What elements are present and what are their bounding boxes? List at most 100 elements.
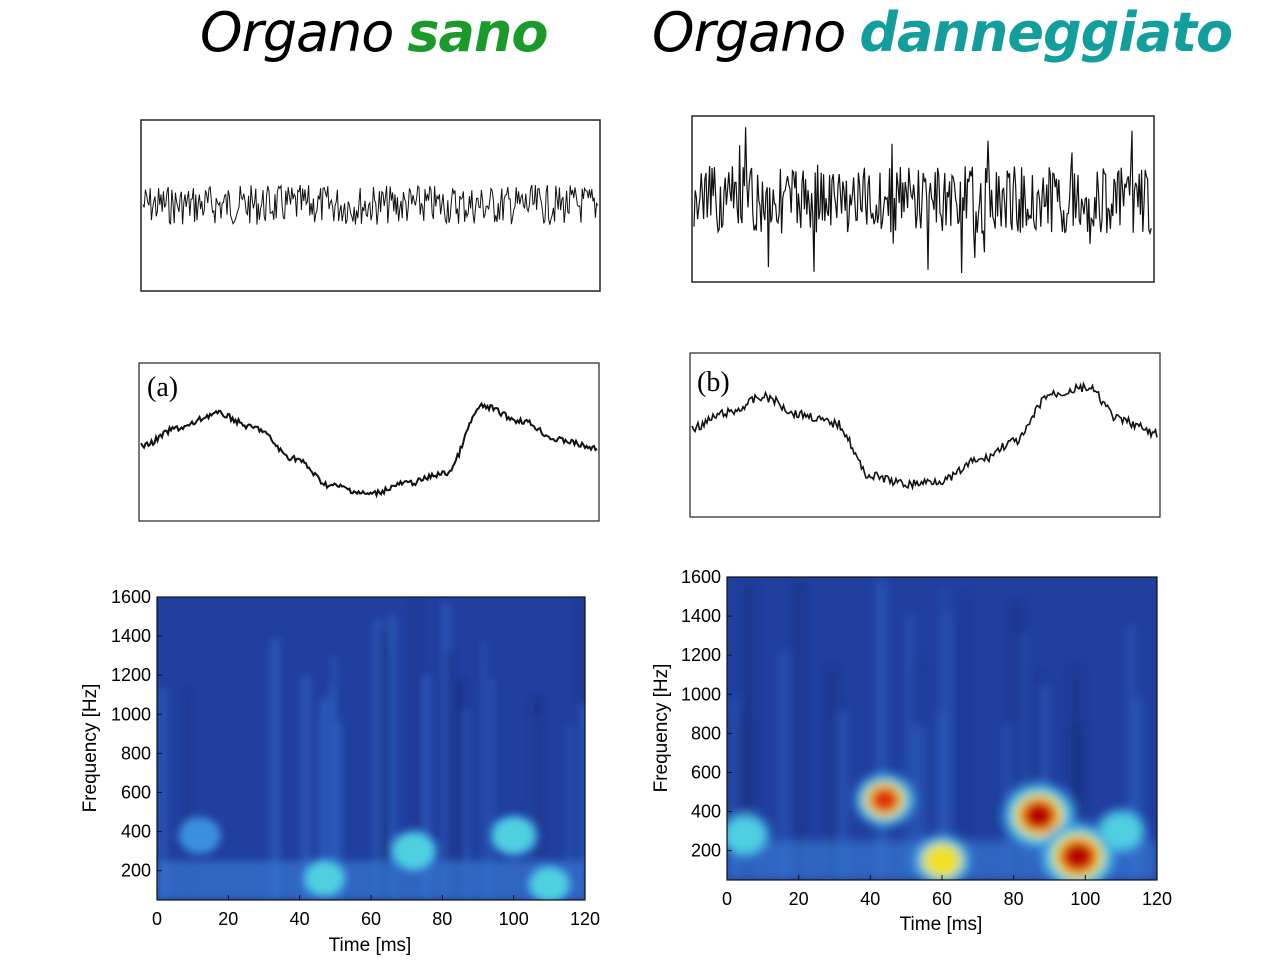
scalogram-streak [877, 580, 886, 880]
scalogram-streak [1071, 722, 1080, 880]
y-tick-label: 200 [691, 841, 721, 861]
scalogram-streak [489, 677, 493, 900]
scalogram-streak [319, 698, 328, 900]
scalogram-streak [567, 725, 572, 900]
heading-damaged-state: danneggiato [859, 1, 1233, 64]
envelope-trace-left [140, 401, 598, 499]
y-tick-label: 1000 [681, 684, 721, 704]
scalogram-streak [739, 715, 749, 880]
scalogram-streak [731, 696, 737, 880]
scalogram-streak [374, 619, 382, 900]
scalogram-hotspot [178, 817, 221, 854]
scalogram-streak [464, 709, 469, 900]
x-tick-label: 0 [152, 909, 162, 929]
scalogram-streak [1021, 634, 1026, 880]
y-tick-label: 1600 [111, 587, 151, 607]
x-tick-label: 20 [218, 909, 238, 929]
x-tick-label: 60 [361, 909, 381, 929]
y-tick-label: 800 [121, 743, 151, 763]
y-tick-label: 400 [691, 802, 721, 822]
scalogram-streak [938, 710, 945, 880]
scalogram-lowband [157, 860, 585, 900]
scalogram-streak [914, 724, 924, 880]
scalogram-streak [332, 655, 337, 900]
scalogram-streak [319, 719, 323, 900]
envelope-panel-left: (a) [138, 362, 600, 522]
scalogram-streak [446, 651, 453, 900]
envelope-panel-right: (b) [689, 352, 1161, 518]
scalogram-right: 0 20 40 60 80 100 120 200 400 600 800 1000 1200 1400 1… [651, 567, 1172, 935]
scalogram-streak [413, 597, 418, 900]
scalogram-streak [482, 640, 486, 900]
panel-label-b: (b) [697, 367, 730, 398]
y-tick-label: 600 [691, 763, 721, 783]
x-tick-label: 100 [499, 909, 529, 929]
y-tick-label: 600 [121, 783, 151, 803]
scalogram-streak [456, 680, 465, 900]
x-tick-label: 80 [1004, 889, 1024, 909]
x-tick-label: 80 [432, 909, 452, 929]
signal-panel-right [691, 115, 1155, 283]
scalogram-hotspot [727, 816, 766, 854]
x-tick-label: 120 [1142, 889, 1172, 909]
scalogram-hotspot [1100, 812, 1142, 850]
scalogram-streak [533, 696, 541, 900]
scalogram-streak [827, 669, 837, 880]
x-tick-label: 0 [722, 889, 732, 909]
scalogram-streak [388, 615, 396, 900]
y-tick-label: 1400 [681, 606, 721, 626]
scalogram-streak [1013, 601, 1021, 880]
scalogram-streak [907, 614, 913, 880]
x-tick-label: 20 [789, 889, 809, 909]
scalogram-hotspot [394, 833, 434, 869]
scalogram-streak [1081, 726, 1085, 880]
scalogram-streak [270, 638, 280, 900]
scalogram-streak [580, 704, 585, 900]
scalogram-hotspot [1066, 845, 1091, 868]
scalogram-streak [946, 613, 950, 880]
y-tick-label: 1200 [681, 645, 721, 665]
panel-label-a: (a) [147, 372, 178, 403]
scalogram-hotspot [869, 786, 900, 814]
signal-trace-left [142, 183, 599, 225]
scalogram-streak [301, 675, 311, 900]
xlabel-left: Time [ms] [329, 935, 412, 956]
x-tick-label: 40 [290, 909, 310, 929]
scalogram-streak [334, 722, 342, 900]
scalogram-streak [185, 691, 190, 900]
scalogram-streak [1034, 673, 1042, 880]
heading-healthy-word: Organo [200, 1, 394, 64]
scalogram-streak [160, 687, 167, 900]
scalogram-hotspot [494, 818, 534, 853]
ylabel-right: Frequency [Hz] [651, 664, 672, 793]
xlabel-right: Time [ms] [900, 914, 983, 935]
scalogram-streak [780, 650, 788, 880]
scalogram-hotspot [922, 843, 962, 878]
scalogram-streak [422, 676, 430, 900]
x-tick-label: 40 [860, 889, 880, 909]
scalogram-streak [379, 628, 389, 900]
x-tick-label: 100 [1070, 889, 1100, 909]
scalogram-streak [1128, 625, 1134, 880]
y-tick-label: 1000 [111, 704, 151, 724]
envelope-trace-right [691, 381, 1158, 491]
x-tick-label: 120 [570, 909, 600, 929]
scalogram-streak [963, 595, 967, 880]
heading-damaged: Organo danneggiato [652, 0, 1233, 70]
heading-damaged-word: Organo [652, 1, 846, 64]
y-tick-label: 1200 [111, 665, 151, 685]
scalogram-hotspot [1027, 805, 1051, 826]
y-tick-label: 1400 [111, 626, 151, 646]
scalogram-streak [442, 602, 450, 900]
signal-panel-left [140, 119, 601, 292]
scalogram-streak [795, 579, 804, 880]
scalogram-left: 0 20 40 60 80 100 120 200 400 600 800 1000 1200 1400 1… [80, 587, 600, 956]
heading-healthy: Organo sano [200, 0, 548, 70]
scalogram-streak [1041, 685, 1048, 880]
y-tick-label: 200 [121, 861, 151, 881]
heading-healthy-state: sano [407, 1, 548, 64]
signal-trace-right [693, 127, 1152, 274]
scalogram-hotspot [306, 862, 344, 895]
scalogram-streak [1134, 696, 1142, 880]
